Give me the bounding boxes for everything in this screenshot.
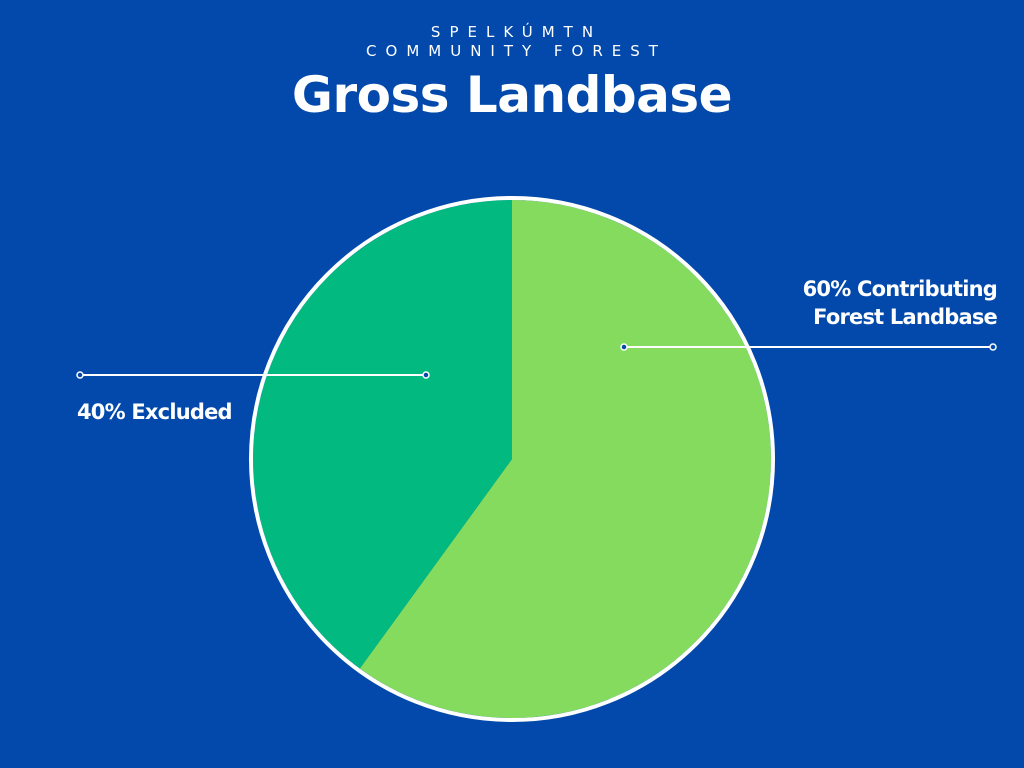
leader-line-contributing: [620, 343, 997, 351]
slice-label-contributing: 60% Contributing Forest Landbase: [802, 275, 998, 331]
slice-label-excluded: 40% Excluded: [77, 398, 233, 426]
chart-title: Gross Landbase: [291, 66, 733, 124]
pie-slices: [253, 200, 771, 718]
pie-slice-excluded: [253, 200, 513, 669]
slice-label-excluded-line-1: 40% Excluded: [77, 400, 233, 424]
pie-outline: [249, 196, 775, 722]
leader-line-excluded: [76, 371, 430, 379]
pie-slice-contributing: [359, 200, 771, 718]
slice-label-contributing-line-2: Forest Landbase: [813, 305, 998, 329]
organization-name: SPELKÚMTN: [430, 23, 603, 41]
slice-label-contributing-line-1: 60% Contributing: [802, 277, 998, 301]
organization-subtitle: COMMUNITY FOREST: [366, 42, 667, 60]
leader-lines: [76, 343, 997, 379]
